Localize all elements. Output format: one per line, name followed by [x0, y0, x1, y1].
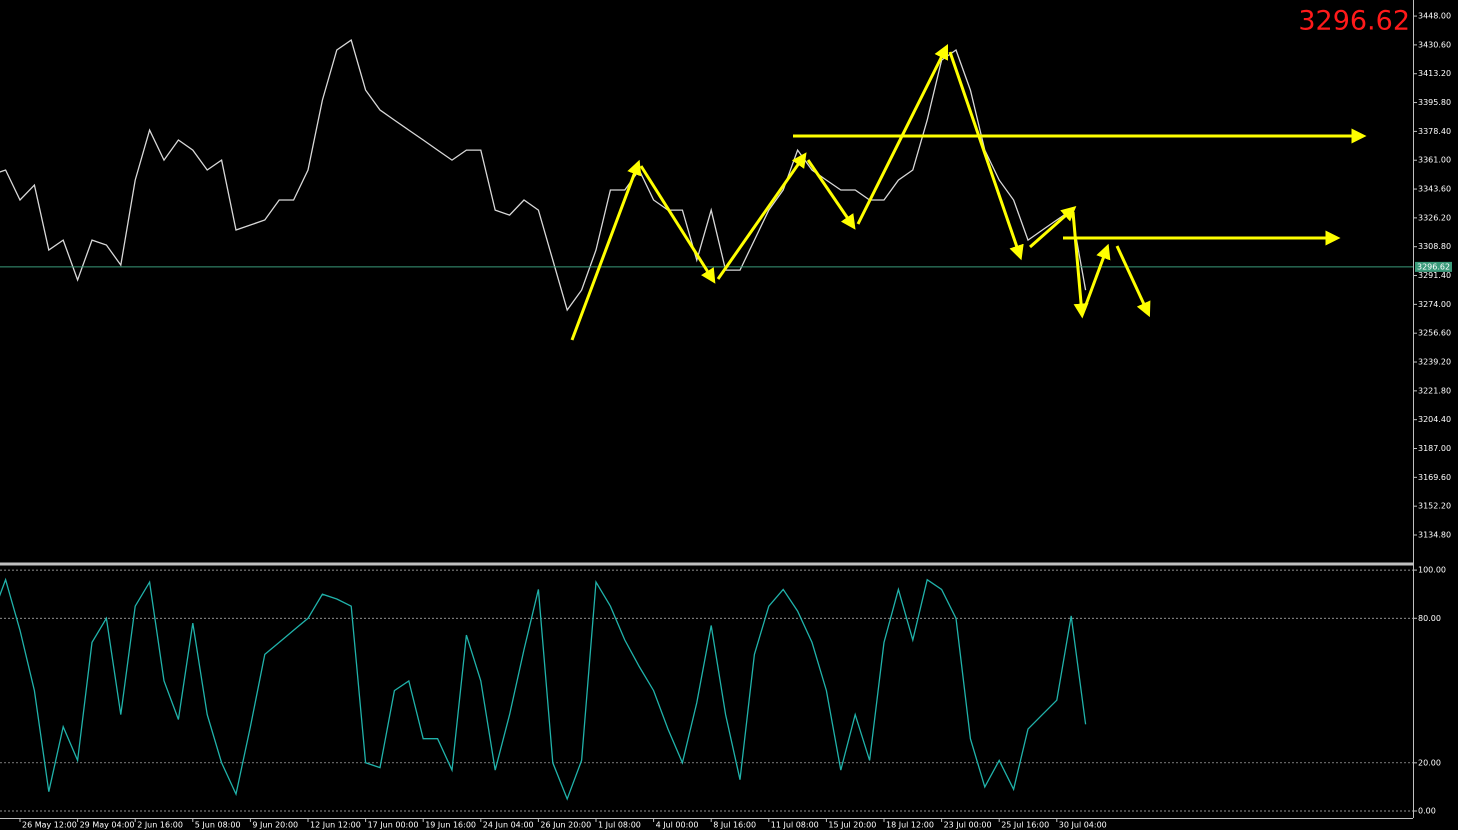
x-tick-label: 5 Jun 08:00 [195, 821, 241, 830]
arrow [570, 159, 642, 341]
arrow [948, 51, 1024, 261]
arrow [1115, 245, 1151, 318]
y-tick-label: 3187.00 [1418, 444, 1451, 453]
x-tick-label: 29 May 04:00 [80, 821, 135, 830]
x-tick-label: 1 Jul 08:00 [598, 821, 641, 830]
y-tick-label: 3326.20 [1418, 213, 1451, 222]
y-tick-label: 3256.60 [1418, 329, 1451, 338]
y-tick-label: 3221.80 [1418, 386, 1451, 395]
x-tick-label: 2 Jun 16:00 [137, 821, 183, 830]
y-tick-label: 3378.40 [1418, 127, 1451, 136]
current-price: 3296.62 [1298, 6, 1410, 37]
y-tick-label: 3169.60 [1418, 473, 1451, 482]
arrow [806, 159, 856, 230]
y-tick-label: 3239.20 [1418, 358, 1451, 367]
y-tick-label: 3448.00 [1418, 12, 1451, 21]
y-tick-label: 3274.00 [1418, 300, 1451, 309]
x-tick-label: 12 Jun 12:00 [310, 821, 361, 830]
x-tick-label: 19 Jun 16:00 [425, 821, 476, 830]
y-tick-label: 3395.80 [1418, 98, 1451, 107]
x-tick-label: 15 Jul 20:00 [828, 821, 876, 830]
x-tick-label: 24 Jun 04:00 [483, 821, 534, 830]
arrow [639, 165, 716, 284]
y-tick-label: 3413.20 [1418, 69, 1451, 78]
y-tick-label: 3204.40 [1418, 415, 1451, 424]
y-tick-label: 3430.60 [1418, 40, 1451, 49]
y-tick-label: 3291.40 [1418, 271, 1451, 280]
x-tick-label: 26 May 12:00 [22, 821, 77, 830]
annotations [570, 43, 1367, 341]
x-tick-label: 8 Jul 16:00 [713, 821, 756, 830]
x-tick-label: 30 Jul 04:00 [1059, 821, 1107, 830]
y-tick-label: 3134.80 [1418, 530, 1451, 539]
y-tick-label: 100.00 [1418, 566, 1446, 575]
series-line [0, 39, 1087, 312]
arrow [1071, 211, 1089, 319]
y-tick-label: 3343.60 [1418, 185, 1451, 194]
x-tick-label: 18 Jul 12:00 [886, 821, 934, 830]
price-tag-label: 3296.62 [1417, 262, 1450, 271]
x-tick-label: 4 Jul 00:00 [656, 821, 699, 830]
x-tick-label: 26 Jun 20:00 [540, 821, 591, 830]
y-tick-label: 20.00 [1418, 758, 1441, 767]
x-tick-label: 11 Jul 08:00 [771, 821, 819, 830]
y-tick-label: 80.00 [1418, 614, 1441, 623]
y-tick-label: 0.00 [1418, 807, 1436, 816]
price-tag [1415, 261, 1452, 272]
arrow [716, 152, 807, 280]
y-tick-label: 3308.80 [1418, 242, 1451, 251]
y-tick-label: 3152.20 [1418, 502, 1451, 511]
arrow [1029, 206, 1077, 249]
x-tick-label: 25 Jul 16:00 [1001, 821, 1049, 830]
x-tick-label: 23 Jul 00:00 [944, 821, 992, 830]
series-line [0, 577, 1087, 801]
arrow [1082, 243, 1111, 311]
x-tick-label: 9 Jun 20:00 [252, 821, 298, 830]
y-tick-label: 3361.00 [1418, 156, 1451, 165]
x-tick-label: 17 Jun 00:00 [368, 821, 419, 830]
